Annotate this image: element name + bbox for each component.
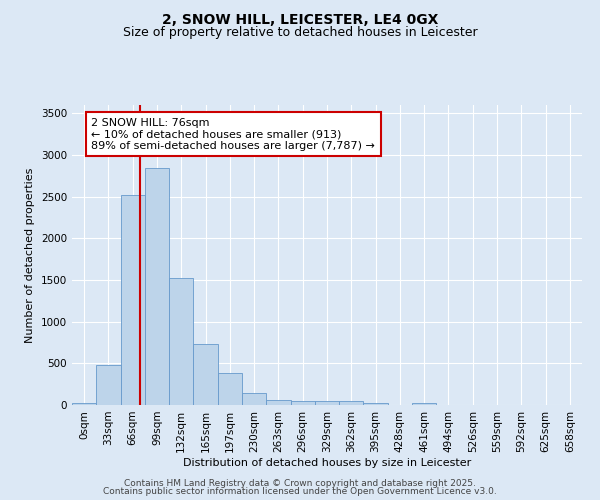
Bar bbox=[266, 400, 290, 405]
Y-axis label: Number of detached properties: Number of detached properties bbox=[25, 168, 35, 342]
Text: Size of property relative to detached houses in Leicester: Size of property relative to detached ho… bbox=[122, 26, 478, 39]
Text: 2 SNOW HILL: 76sqm
← 10% of detached houses are smaller (913)
89% of semi-detach: 2 SNOW HILL: 76sqm ← 10% of detached hou… bbox=[91, 118, 376, 150]
Bar bbox=[339, 401, 364, 405]
X-axis label: Distribution of detached houses by size in Leicester: Distribution of detached houses by size … bbox=[183, 458, 471, 468]
Bar bbox=[193, 344, 218, 405]
Bar bbox=[412, 402, 436, 405]
Text: 2, SNOW HILL, LEICESTER, LE4 0GX: 2, SNOW HILL, LEICESTER, LE4 0GX bbox=[162, 12, 438, 26]
Bar bbox=[315, 401, 339, 405]
Bar bbox=[96, 365, 121, 405]
Bar bbox=[290, 401, 315, 405]
Bar bbox=[364, 402, 388, 405]
Bar bbox=[121, 195, 145, 405]
Bar bbox=[145, 168, 169, 405]
Bar bbox=[218, 372, 242, 405]
Bar bbox=[169, 278, 193, 405]
Bar bbox=[72, 404, 96, 405]
Text: Contains HM Land Registry data © Crown copyright and database right 2025.: Contains HM Land Registry data © Crown c… bbox=[124, 478, 476, 488]
Bar bbox=[242, 394, 266, 405]
Text: Contains public sector information licensed under the Open Government Licence v3: Contains public sector information licen… bbox=[103, 487, 497, 496]
